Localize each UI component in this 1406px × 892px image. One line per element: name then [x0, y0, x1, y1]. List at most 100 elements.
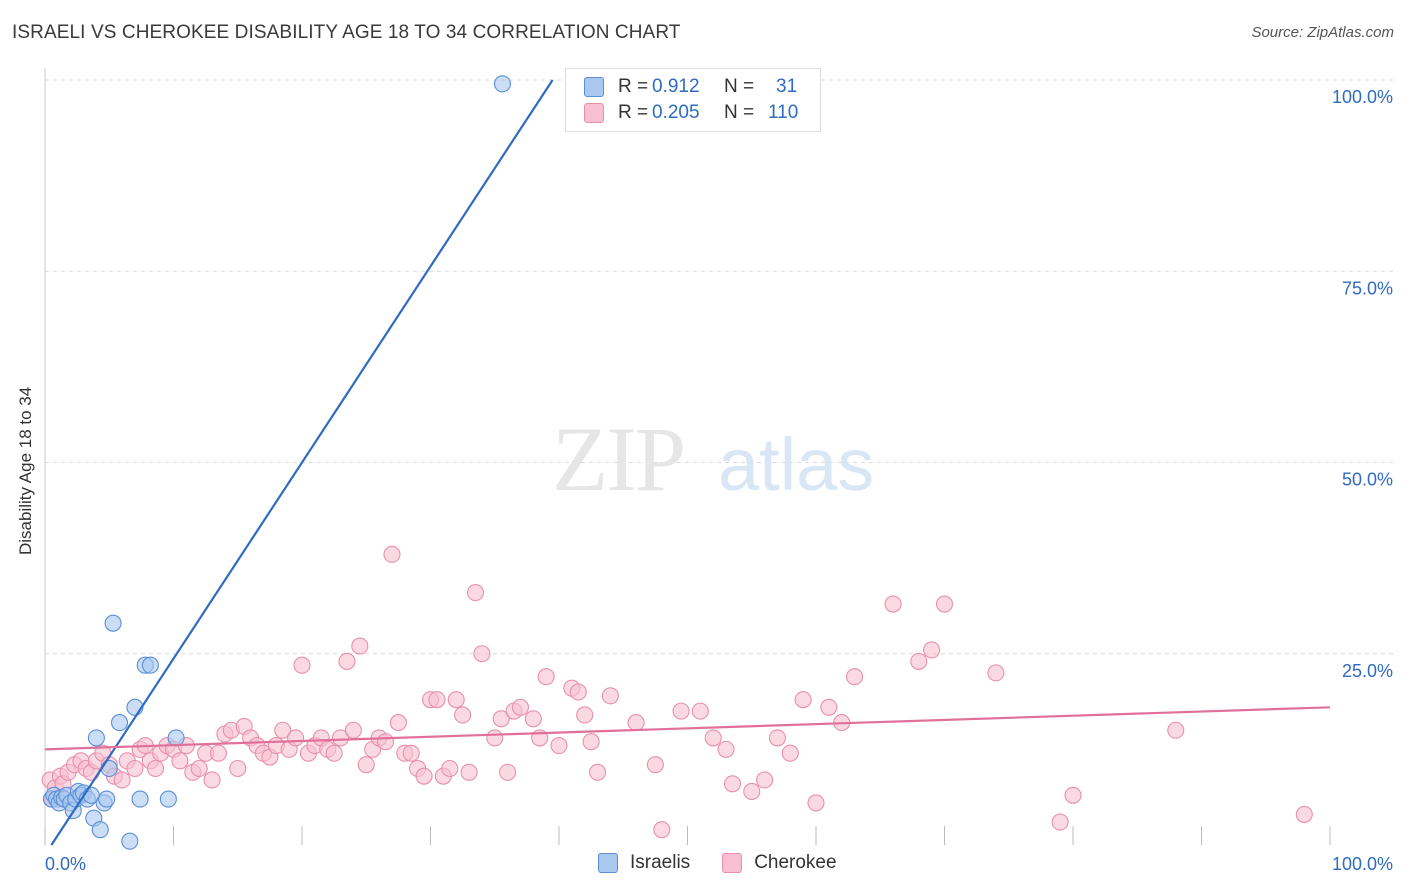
israeli-point-26 — [141, 656, 159, 674]
israeli-trend-line — [50, 79, 554, 846]
tick-labels: 25.0% 50.0% 75.0% 100.0% 0.0% 100.0% — [45, 87, 1393, 874]
cherokee-point-33 — [229, 759, 247, 778]
israeli-point-30 — [98, 790, 116, 808]
cherokee-n-value: 110 — [768, 102, 799, 123]
cherokee-point-29 — [203, 771, 221, 789]
israeli-point-16 — [87, 729, 105, 747]
legend-row-israelis: R = 0.912 N = 31 — [584, 75, 797, 99]
cherokee-point-107 — [935, 595, 954, 613]
legend-row-cherokee: R = 0.205 N = 110 — [584, 101, 798, 125]
cherokee-point-83 — [576, 706, 594, 724]
cherokee-point-70 — [466, 583, 485, 602]
cherokee-point-110 — [1064, 786, 1082, 804]
cherokee-point-79 — [537, 668, 555, 686]
israeli-point-21 — [110, 714, 129, 732]
israelis-r-value: 0.912 — [652, 76, 700, 97]
israelis-n-value: 31 — [776, 76, 798, 97]
cherokee-point-43 — [293, 656, 311, 674]
y-tick-label-50: 50.0% — [1342, 470, 1393, 490]
watermark-zip: ZIP — [552, 408, 684, 510]
israelis-n-label: N = — [724, 76, 755, 97]
chart-title: ISRAELI VS CHEROKEE DISABILITY AGE 18 TO… — [12, 22, 681, 43]
cherokee-point-112 — [1295, 805, 1313, 823]
trend-lines — [44, 79, 1331, 846]
x-tick-label-min: 0.0% — [45, 854, 86, 874]
cherokee-point-103 — [845, 668, 864, 686]
y-tick-label-100: 100.0% — [1332, 87, 1393, 107]
y-axis-title-wrap: Disability Age 18 to 34 — [16, 387, 36, 555]
cherokee-point-91 — [691, 702, 709, 720]
cherokee-point-80 — [550, 736, 568, 755]
y-tick-label-75: 75.0% — [1342, 278, 1393, 298]
series-legend: Israelis Cherokee — [598, 852, 869, 874]
cherokee-point-76 — [511, 698, 530, 716]
israeli-point-17 — [91, 821, 109, 839]
cherokee-point-27 — [190, 759, 208, 778]
israelis-legend-swatch — [598, 853, 618, 873]
cherokee-point-69 — [460, 763, 478, 781]
cherokee-point-56 — [376, 733, 395, 751]
cherokee-point-50 — [338, 652, 356, 670]
cherokee-point-89 — [653, 821, 671, 839]
cherokee-r-value: 0.205 — [652, 102, 700, 123]
cherokee-point-101 — [820, 698, 838, 716]
cherokee-point-60 — [402, 744, 420, 762]
legend-item-cherokee[interactable]: Cherokee — [722, 852, 837, 874]
cherokee-point-87 — [627, 714, 645, 732]
axes — [44, 68, 1331, 845]
y-tick-label-25: 25.0% — [1342, 661, 1393, 681]
cherokee-point-106 — [923, 641, 941, 659]
cherokee-point-99 — [794, 691, 812, 709]
cherokee-point-97 — [768, 729, 787, 747]
cherokee-point-88 — [646, 756, 664, 774]
cherokee-point-82 — [569, 683, 587, 701]
source-label: Source: ZipAtlas.com — [1251, 24, 1394, 41]
cherokee-point-30 — [209, 744, 228, 762]
cherokee-point-20 — [146, 759, 165, 778]
cherokee-point-24 — [171, 752, 189, 770]
y-axis-title: Disability Age 18 to 34 — [16, 386, 35, 555]
cherokee-point-95 — [743, 782, 761, 801]
stats-legend: R = 0.912 N = 31 R = 0.205 N = 110 — [565, 68, 821, 132]
cherokee-point-105 — [910, 652, 928, 670]
cherokee-point-85 — [588, 763, 607, 781]
watermark-atlas: atlas — [718, 423, 874, 506]
cherokee-point-74 — [499, 763, 517, 781]
cherokee-point-100 — [807, 794, 825, 812]
cherokee-trend-line — [44, 706, 1331, 751]
cherokee-point-96 — [756, 771, 774, 789]
cherokee-point-93 — [717, 740, 735, 758]
cherokee-point-77 — [524, 710, 542, 728]
cherokee-n-label: N = — [724, 102, 755, 123]
cherokee-point-71 — [473, 645, 491, 663]
israeli-point-24 — [131, 790, 149, 808]
cherokee-point-108 — [987, 664, 1005, 682]
grid-lines — [45, 79, 1395, 655]
israelis-swatch — [584, 77, 604, 97]
cherokee-point-111 — [1167, 721, 1185, 739]
watermark: ZIP atlas — [552, 408, 874, 510]
cherokee-point-40 — [274, 721, 292, 739]
cherokee-point-57 — [383, 545, 401, 563]
cherokee-point-72 — [486, 729, 504, 747]
cherokee-point-58 — [389, 714, 407, 732]
israeli-point-20 — [104, 614, 122, 632]
cherokee-legend-label: Cherokee — [754, 852, 837, 873]
cherokee-point-94 — [723, 775, 742, 793]
cherokee-point-92 — [704, 729, 722, 747]
israelis-r-label: R = — [618, 76, 649, 97]
cherokee-point-49 — [331, 729, 350, 747]
israeli-point-28 — [167, 729, 185, 747]
cherokee-point-48 — [325, 744, 343, 762]
cherokee-legend-swatch — [722, 853, 743, 873]
x-tick-label-max: 100.0% — [1332, 854, 1393, 874]
cherokee-point-66 — [441, 759, 459, 778]
legend-item-israelis[interactable]: Israelis — [598, 852, 690, 874]
cherokee-point-62 — [415, 767, 433, 785]
cherokee-swatch — [584, 103, 604, 123]
cherokee-point-98 — [781, 744, 799, 762]
cherokee-points — [41, 545, 1313, 839]
cherokee-point-53 — [357, 756, 375, 774]
cherokee-point-52 — [351, 637, 369, 655]
